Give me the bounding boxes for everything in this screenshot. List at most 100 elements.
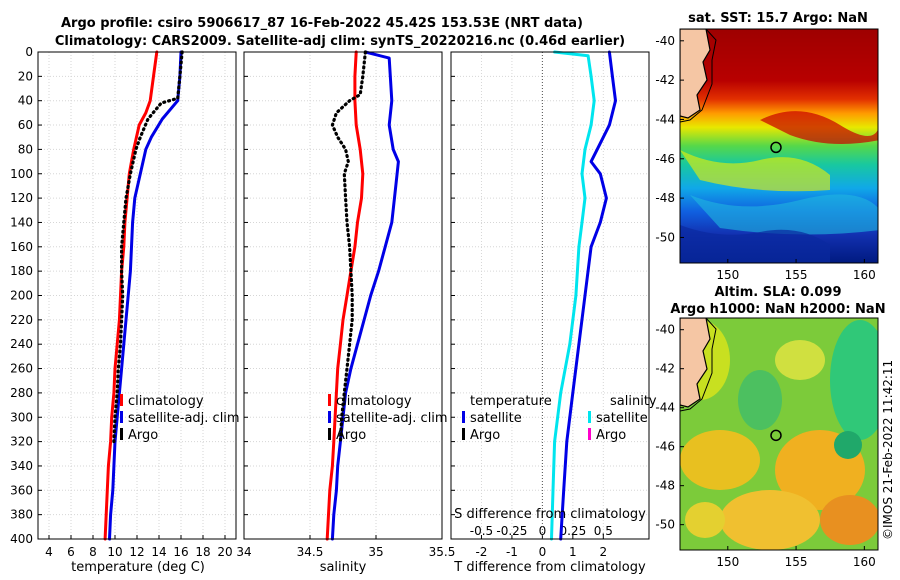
salinity-panel: 34 34.5 35 35.5	[236, 50, 455, 559]
y-tick-label: 220	[10, 313, 33, 327]
x-tick-label: 6	[67, 545, 75, 559]
figure-title-line2: Climatology: CARS2009. Satellite-adj cli…	[55, 34, 625, 49]
difference-legend-temperature: temperature satellite Argo	[462, 394, 552, 443]
y-tick-label: 60	[18, 118, 33, 132]
y-tick-label: 320	[10, 435, 33, 449]
y-tick-label: 300	[10, 410, 33, 424]
map-lat-tick-label: -44	[655, 401, 675, 415]
map-lat-tick-label: -40	[655, 323, 675, 337]
x-tick-label: 18	[195, 545, 210, 559]
y-tick-label: 80	[18, 142, 33, 156]
legend-label-argo: Argo	[336, 428, 366, 443]
y-tick-label: 260	[10, 362, 33, 376]
sla-argo-location-marker	[770, 429, 782, 442]
map-lat-tick-label: -46	[655, 152, 675, 166]
x-tick-label: 34.5	[297, 545, 324, 559]
legend-label-satellite-adj: satellite-adj. clim	[128, 411, 240, 426]
y-tick-label: 180	[10, 264, 33, 278]
legend-label-satellite-adj: satellite-adj. clim	[336, 411, 448, 426]
difference-series-temperature-satellite	[559, 50, 617, 541]
temperature-series-argo	[112, 50, 184, 444]
y-tick-label: 280	[10, 386, 33, 400]
x-tick-label: 10	[107, 545, 122, 559]
legend-label-satellite: satellite	[470, 411, 522, 426]
top-x-tick-label: -0.25	[496, 524, 527, 538]
y-tick-label: 40	[18, 94, 33, 108]
temperature-series-satellite-adj-clim	[108, 50, 183, 541]
legend-swatch-satellite	[120, 411, 123, 423]
sla-map-image	[680, 318, 878, 550]
legend-label-argo: Argo	[128, 428, 158, 443]
temperature-axes-frame	[37, 51, 237, 540]
map-lon-tick-label: 160	[853, 268, 876, 282]
map-lon-tick-label: 160	[853, 555, 876, 569]
sla-map-axes: -40 -42 -44 -46 -48 -50 150 155 160	[655, 323, 875, 569]
map-lon-tick-label: 150	[716, 555, 739, 569]
sst-map-frame	[679, 28, 879, 264]
y-tick-label: 0	[25, 45, 33, 59]
y-tick-label: 100	[10, 167, 33, 181]
x-tick-label: 8	[89, 545, 97, 559]
sst-contour-line	[680, 29, 717, 123]
sst-argo-location-marker	[770, 141, 782, 154]
map-lon-tick-label: 155	[785, 268, 808, 282]
difference-series-salinity-satellite	[550, 50, 596, 541]
temperature-xlabel: temperature (deg C)	[71, 560, 205, 575]
difference-top-xlabel: S difference from climatology	[454, 507, 646, 522]
legend-swatch-argo	[120, 428, 123, 440]
y-tick-label: 340	[10, 459, 33, 473]
x-tick-label: 2	[599, 545, 607, 559]
map-lat-tick-label: -44	[655, 112, 675, 126]
legend-label-climatology: climatology	[128, 394, 204, 409]
temperature-legend: climatology satellite-adj. clim Argo	[120, 394, 240, 443]
map-lat-tick-label: -42	[655, 362, 675, 376]
timestamp: ©IMOS 21-Feb-2022 11:42:11	[881, 360, 895, 540]
map-lon-tick-label: 155	[785, 555, 808, 569]
salinity-axes-frame	[243, 51, 443, 540]
y-tick-label: 380	[10, 508, 33, 522]
x-tick-label: -2	[475, 545, 487, 559]
top-x-tick-label: 0	[539, 524, 547, 538]
sla-map-title-line1: Altim. SLA: 0.099	[715, 285, 842, 300]
figure-title-line1: Argo profile: csiro 5906617_87 16-Feb-20…	[61, 16, 583, 31]
y-tick-label: 200	[10, 289, 33, 303]
map-lat-tick-label: -48	[655, 191, 675, 205]
x-tick-label: 1	[569, 545, 577, 559]
legend-swatch-climatology	[120, 394, 123, 406]
map-lat-tick-label: -50	[655, 230, 675, 244]
map-lat-tick-label: -42	[655, 73, 675, 87]
salinity-series-satellite-adj-clim	[330, 50, 400, 541]
map-lat-tick-label: -46	[655, 440, 675, 454]
map-lat-tick-label: -48	[655, 479, 675, 493]
salinity-series-argo	[330, 50, 367, 444]
top-x-tick-label: 0.25	[559, 524, 586, 538]
legend-swatch-argo-salinity	[588, 428, 591, 440]
legend-title-temperature: temperature	[470, 394, 552, 409]
map-lat-tick-label: -40	[655, 34, 675, 48]
sst-map-image	[680, 29, 878, 263]
sla-contour-line	[680, 318, 717, 412]
x-tick-label: 4	[45, 545, 53, 559]
x-tick-label: 35	[368, 545, 383, 559]
x-tick-label: 14	[151, 545, 166, 559]
legend-label-argo: Argo	[470, 428, 500, 443]
x-tick-label: 0	[539, 545, 547, 559]
y-tick-label: 140	[10, 215, 33, 229]
top-x-tick-label: -0.5	[470, 524, 493, 538]
y-tick-label: 360	[10, 483, 33, 497]
x-tick-label: 34	[236, 545, 251, 559]
legend-label-argo: Argo	[596, 428, 626, 443]
map-lat-tick-label: -50	[655, 518, 675, 532]
y-tick-label: 120	[10, 191, 33, 205]
legend-label-climatology: climatology	[336, 394, 412, 409]
legend-label-satellite: satellite	[596, 411, 648, 426]
tasmania-landmass	[680, 29, 711, 119]
sla-map-title-line2: Argo h1000: NaN h2000: NaN	[670, 302, 885, 317]
salinity-series-climatology	[325, 50, 365, 541]
sst-map-title: sat. SST: 15.7 Argo: NaN	[688, 11, 868, 26]
difference-panel: -2 -1 0 1 2 -0.5 -0.25 0 0.25 0.5	[450, 50, 650, 559]
temperature-panel: 0 20 40 60 80 100 120 140 160 180 200 220 240 260 280 3…	[10, 45, 237, 559]
y-tick-label: 400	[10, 532, 33, 546]
difference-axes-frame	[450, 51, 650, 540]
